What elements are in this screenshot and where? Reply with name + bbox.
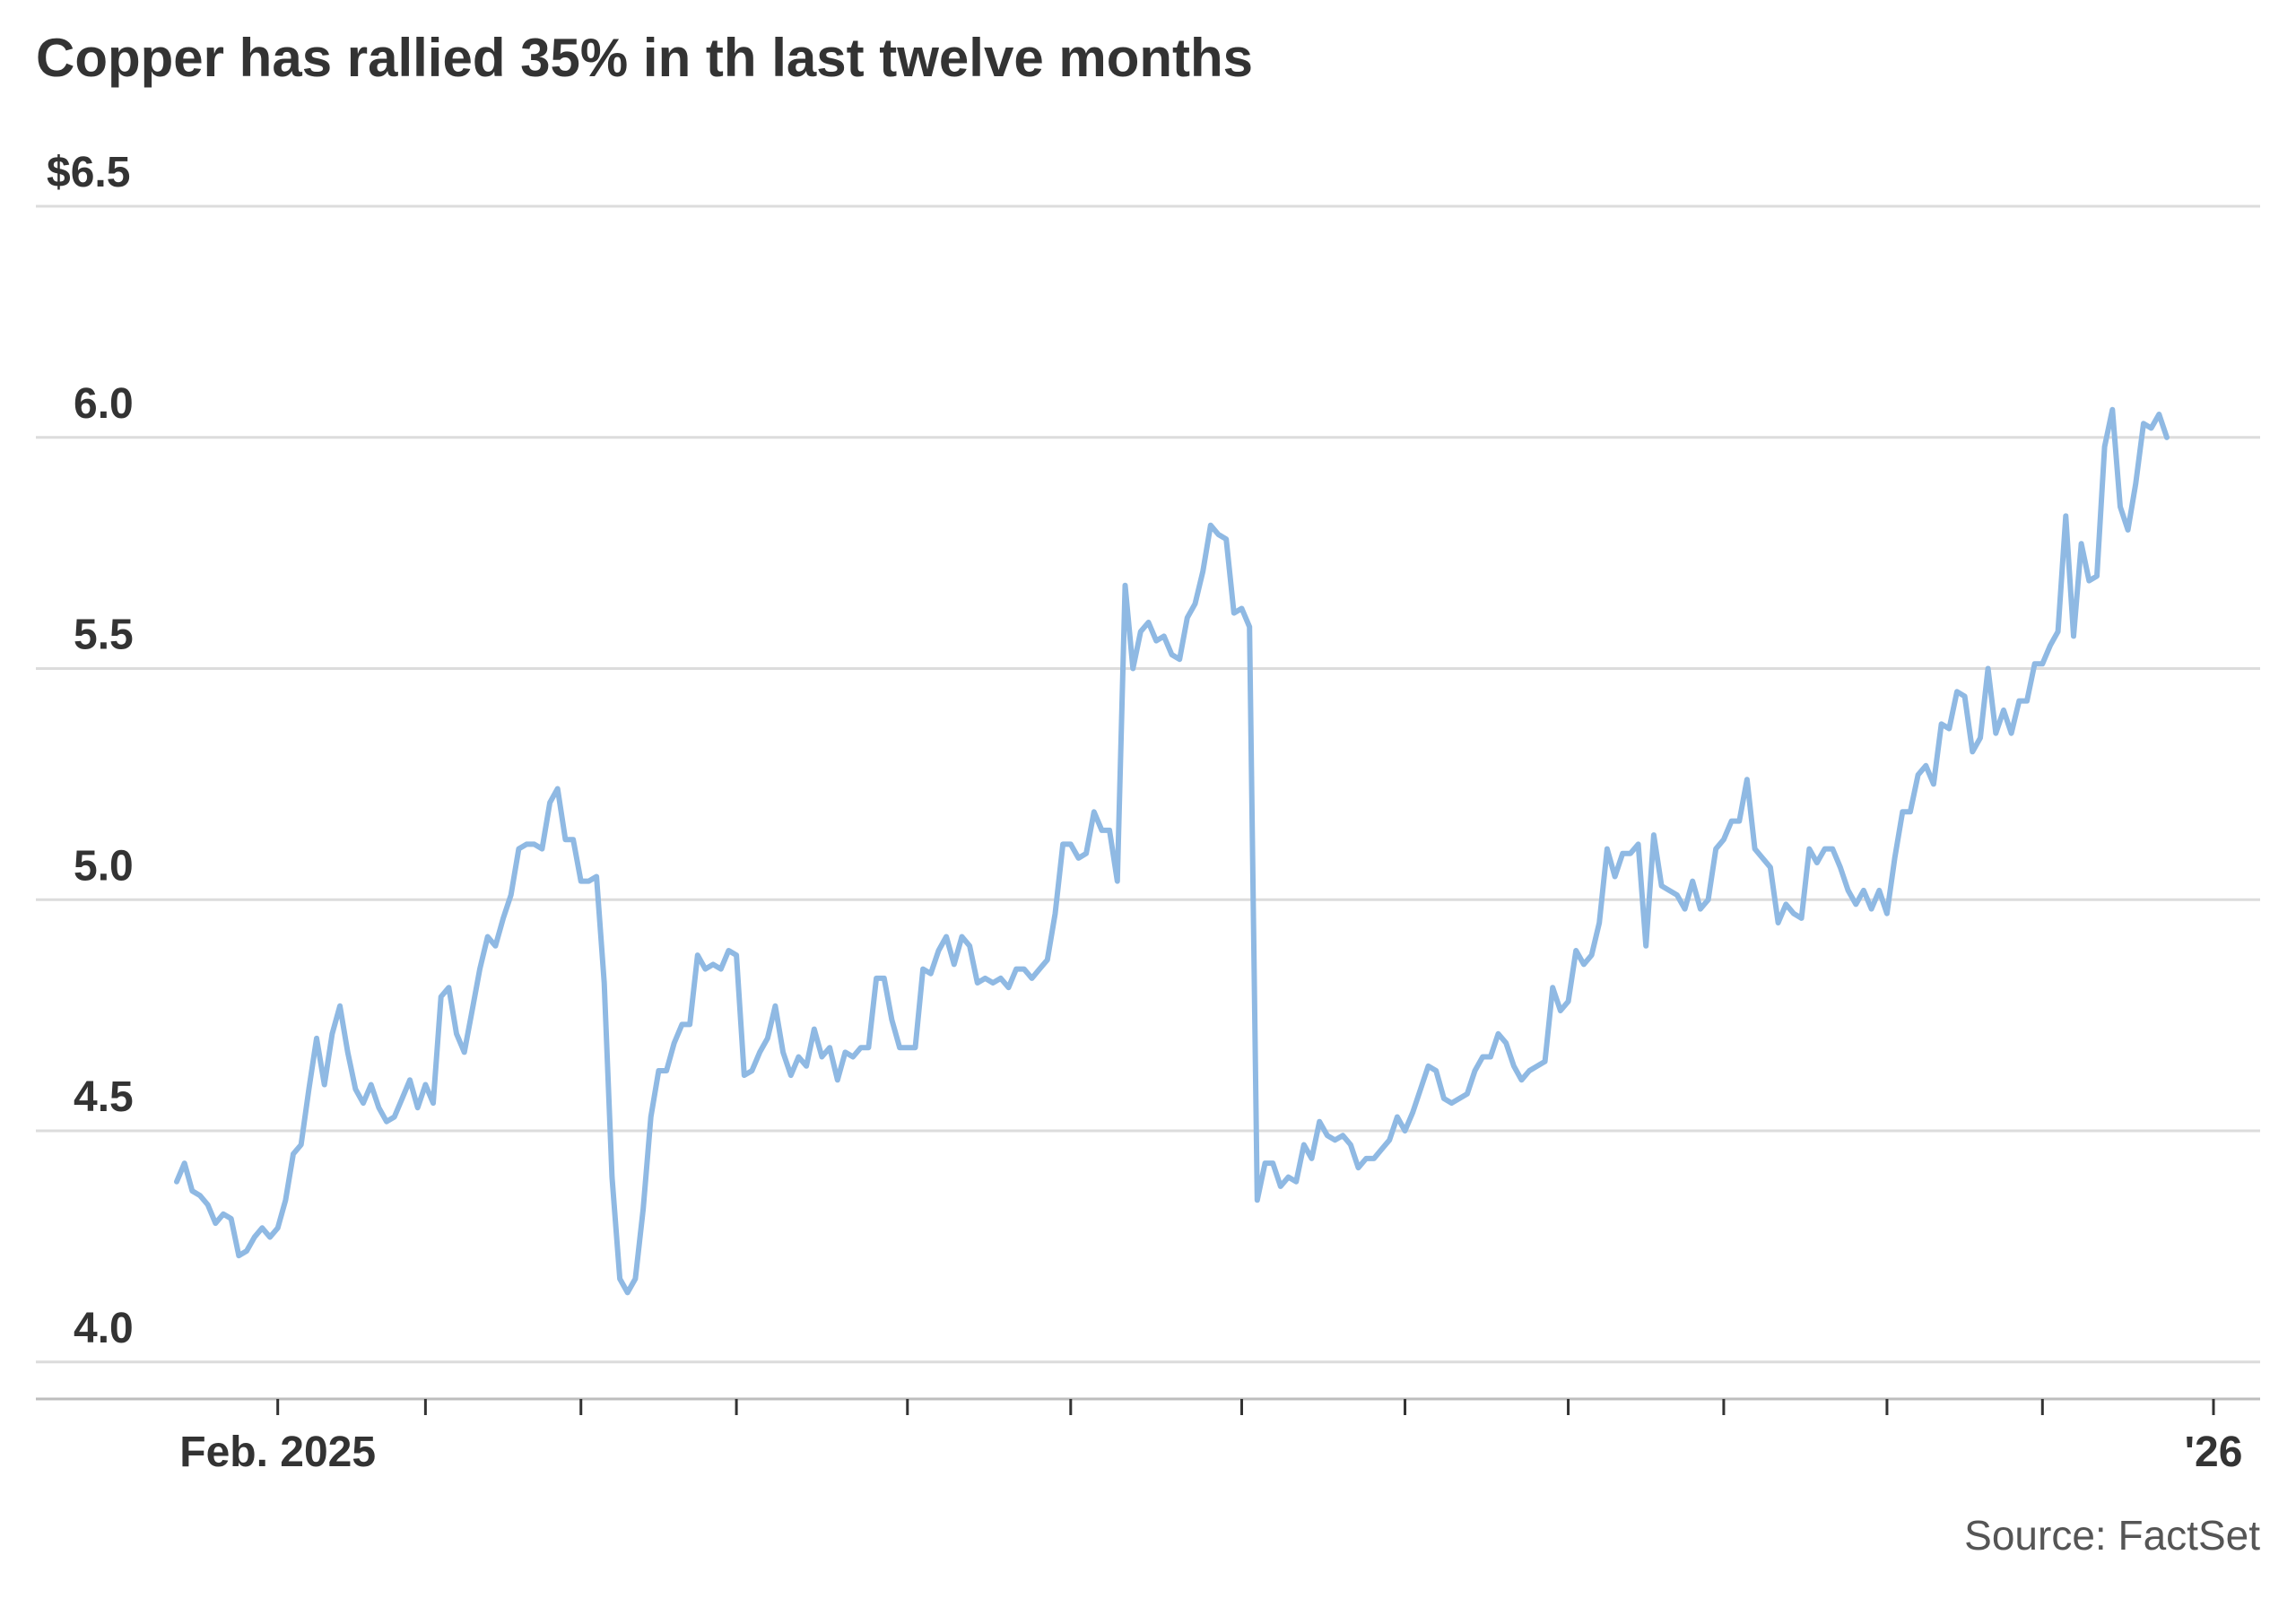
series-line-copper-price <box>174 406 2170 1296</box>
y-tick-label-0: $6.5 <box>47 149 130 196</box>
x-tick-label-12: '26 <box>2185 1429 2243 1476</box>
y-tick-label-4: 4.5 <box>74 1073 134 1121</box>
y-axis-labels: $6.5 6.0 5.5 5.0 4.5 4.0 <box>47 149 134 1352</box>
y-tick-label-3: 5.0 <box>74 842 134 890</box>
x-axis-ticks <box>276 1399 2215 1415</box>
source-note: Source: FactSet <box>1964 1512 2260 1559</box>
x-tick-label-0: Feb. 2025 <box>179 1429 376 1476</box>
y-tick-label-1: 6.0 <box>74 380 134 428</box>
x-axis-labels: Feb. 2025 '26 <box>179 1429 2242 1476</box>
y-tick-label-2: 5.5 <box>74 612 134 659</box>
chart-title: Copper has rallied 35% in th last twelve… <box>36 28 1254 88</box>
gridlines <box>36 204 2260 1364</box>
series-layer <box>174 406 2170 1296</box>
y-tick-label-5: 4.0 <box>74 1305 134 1352</box>
